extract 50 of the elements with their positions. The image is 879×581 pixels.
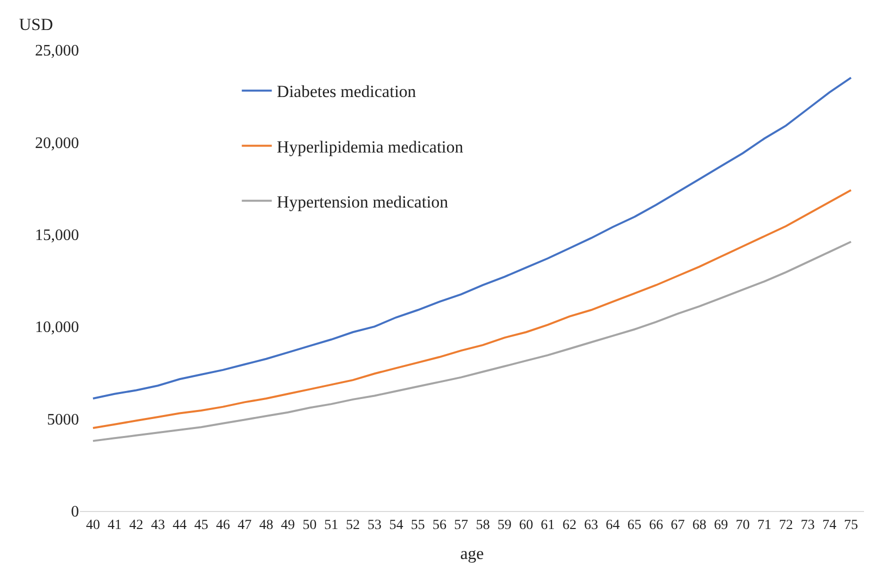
x-tick-label: 60 <box>519 518 534 533</box>
x-tick-label: 71 <box>757 518 772 533</box>
x-tick-label: 53 <box>368 518 382 533</box>
legend-label: Diabetes medication <box>276 82 417 102</box>
x-tick-label: 44 <box>172 518 187 533</box>
x-tick-label: 52 <box>346 518 360 533</box>
y-tick-label: 15,000 <box>35 227 79 244</box>
x-tick-label: 43 <box>150 518 165 533</box>
x-tick-label: 49 <box>280 518 295 533</box>
x-tick-label: 42 <box>129 518 144 533</box>
x-tick-label: 54 <box>389 518 404 533</box>
x-tick-label: 50 <box>302 518 317 533</box>
x-tick-label: 63 <box>584 518 598 533</box>
x-tick-label: 64 <box>606 518 620 533</box>
x-tick-label: 48 <box>259 518 274 533</box>
x-tick-label: 73 <box>800 518 815 533</box>
x-axis-title: age <box>460 544 484 564</box>
line-series <box>92 76 852 400</box>
line-series <box>92 189 852 430</box>
x-tick-label: 61 <box>540 518 555 533</box>
x-tick-label: 51 <box>324 518 338 533</box>
x-tick-label: 59 <box>497 518 512 533</box>
y-tick-label: 0 <box>71 504 79 521</box>
x-tick-label: 41 <box>108 518 122 533</box>
x-tick-label: 57 <box>454 518 468 533</box>
y-tick-label: 20,000 <box>35 134 79 152</box>
x-tick-label: 74 <box>822 518 836 533</box>
x-tick-label: 40 <box>86 518 100 533</box>
y-axis-title: USD <box>19 15 54 34</box>
x-tick-label: 47 <box>238 518 252 533</box>
x-tick-label: 67 <box>670 518 685 533</box>
x-tick-label: 75 <box>844 518 858 533</box>
x-tick-label: 70 <box>736 518 750 533</box>
x-tick-label: 66 <box>649 518 664 533</box>
x-tick-label: 68 <box>692 518 706 533</box>
x-tick-label: 65 <box>627 518 642 533</box>
y-tick-label: 25,000 <box>35 42 79 60</box>
legend-label: Hypertension medication <box>276 192 449 212</box>
y-tick-label: 10,000 <box>35 319 79 336</box>
x-tick-label: 56 <box>432 518 447 533</box>
y-tick-label: 5000 <box>47 411 79 428</box>
x-tick-label: 46 <box>216 518 230 533</box>
x-tick-label: 45 <box>194 518 208 533</box>
legend-label: Hyperlipidemia medication <box>276 137 464 156</box>
x-tick-label: 55 <box>410 518 425 533</box>
x-tick-label: 72 <box>779 518 794 533</box>
line-series <box>92 240 852 442</box>
x-tick-label: 58 <box>476 518 490 533</box>
x-tick-label: 69 <box>714 518 728 533</box>
x-tick-label: 62 <box>562 518 576 533</box>
